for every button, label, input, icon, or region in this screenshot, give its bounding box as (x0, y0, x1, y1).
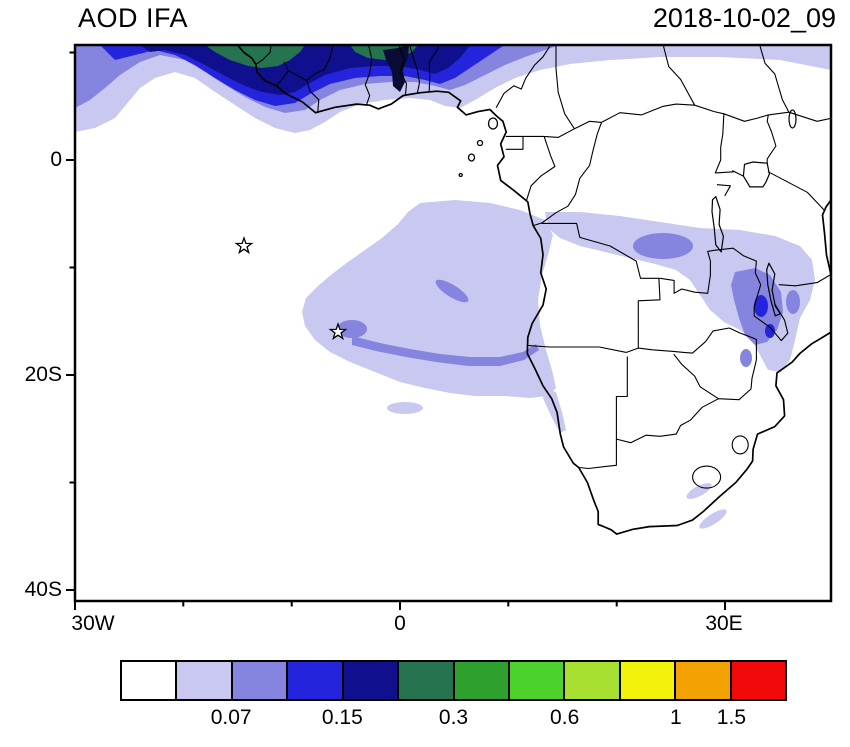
colorbar-cell-6 (452, 662, 508, 699)
y-axis-label-20s: 20S (24, 363, 62, 386)
island-principe (476, 139, 484, 147)
colorbar-label: 0.3 (438, 706, 469, 729)
x-axis-label-0: 0 (394, 612, 406, 635)
x-axis-label-30e: 30E (705, 612, 743, 635)
contour-east-level3-b (765, 324, 775, 338)
contour-sa-streak-a (686, 483, 712, 499)
contour-east-level2-a (633, 233, 693, 259)
map-outlines (236, 45, 831, 535)
contour-atlantic-level2-streak (352, 336, 539, 366)
colorbar-cell-4 (341, 662, 398, 699)
border-lesotho (692, 465, 722, 489)
y-axis-label-40s: 40S (24, 578, 62, 601)
colorbar-cell-3 (286, 662, 342, 699)
colorbar-cell-9 (618, 662, 675, 699)
contour-atlantic-spot (387, 402, 423, 414)
contour-north-dark-core (383, 45, 409, 92)
station-marker-star (234, 236, 254, 255)
colorbar-label: 0.6 (550, 706, 580, 729)
borders-southern-africa (526, 222, 831, 470)
colorbar-cell-7 (507, 662, 564, 699)
colorbar-cell-2 (230, 662, 287, 699)
east-africa-coastline (821, 199, 831, 276)
contour-east-level3-a (754, 295, 768, 317)
contour-atlantic-coastal-tail (543, 388, 566, 433)
station-marker-star (328, 322, 348, 341)
island-annobon (458, 172, 463, 178)
island-bioko (487, 117, 499, 130)
x-axis-label-30w: 30W (71, 612, 115, 635)
contour-east-level2-b (786, 290, 800, 314)
border-eswatini (731, 435, 749, 455)
contour-sa-streak-b (699, 509, 727, 529)
colorbar (120, 660, 787, 701)
contour-north-level5a (205, 45, 305, 68)
station-markers (234, 236, 348, 341)
contour-atlantic-level2-a (435, 279, 469, 303)
colorbar-cell-10 (674, 662, 730, 699)
africa-coastline (236, 45, 831, 535)
colorbar-cell-1 (175, 662, 231, 699)
borders-central-africa (505, 45, 725, 227)
colorbar-cell-8 (563, 662, 619, 699)
colorbar-cell-11 (729, 662, 786, 699)
colorbar-label: 1.5 (716, 706, 747, 729)
colorbar-label: 0.07 (210, 706, 252, 729)
contour-east-level2-c (740, 349, 752, 367)
colorbar-cell-0 (122, 662, 176, 699)
lake-tanganyika (711, 196, 724, 253)
borders-west-africa (255, 45, 552, 114)
lake-malawi (766, 262, 781, 317)
contour-atlantic-level2-b (337, 320, 367, 338)
island-sao-tome (467, 153, 476, 162)
plot-title: AOD IFA (78, 3, 189, 33)
lake-victoria (742, 161, 770, 188)
contour-atlantic-level1 (302, 200, 556, 398)
borders-east-africa (714, 45, 831, 212)
map-frame (73, 43, 833, 603)
axis-ticks (66, 51, 726, 610)
lake-turkana (788, 109, 797, 129)
colorbar-label: 1 (669, 706, 682, 729)
colorbar-label: 0.15 (321, 706, 363, 729)
colorbar-cell-5 (397, 662, 453, 699)
aod-contours (75, 45, 831, 529)
y-axis-label-0: 0 (50, 148, 62, 171)
plot-timestamp: 2018-10-02_09 (652, 3, 836, 33)
